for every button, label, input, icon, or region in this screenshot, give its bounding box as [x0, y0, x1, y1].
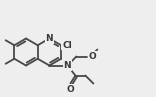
Text: N: N: [64, 61, 71, 70]
Text: O: O: [88, 52, 96, 61]
Text: N: N: [46, 34, 53, 43]
Text: O: O: [66, 84, 74, 94]
Text: Cl: Cl: [62, 41, 72, 50]
